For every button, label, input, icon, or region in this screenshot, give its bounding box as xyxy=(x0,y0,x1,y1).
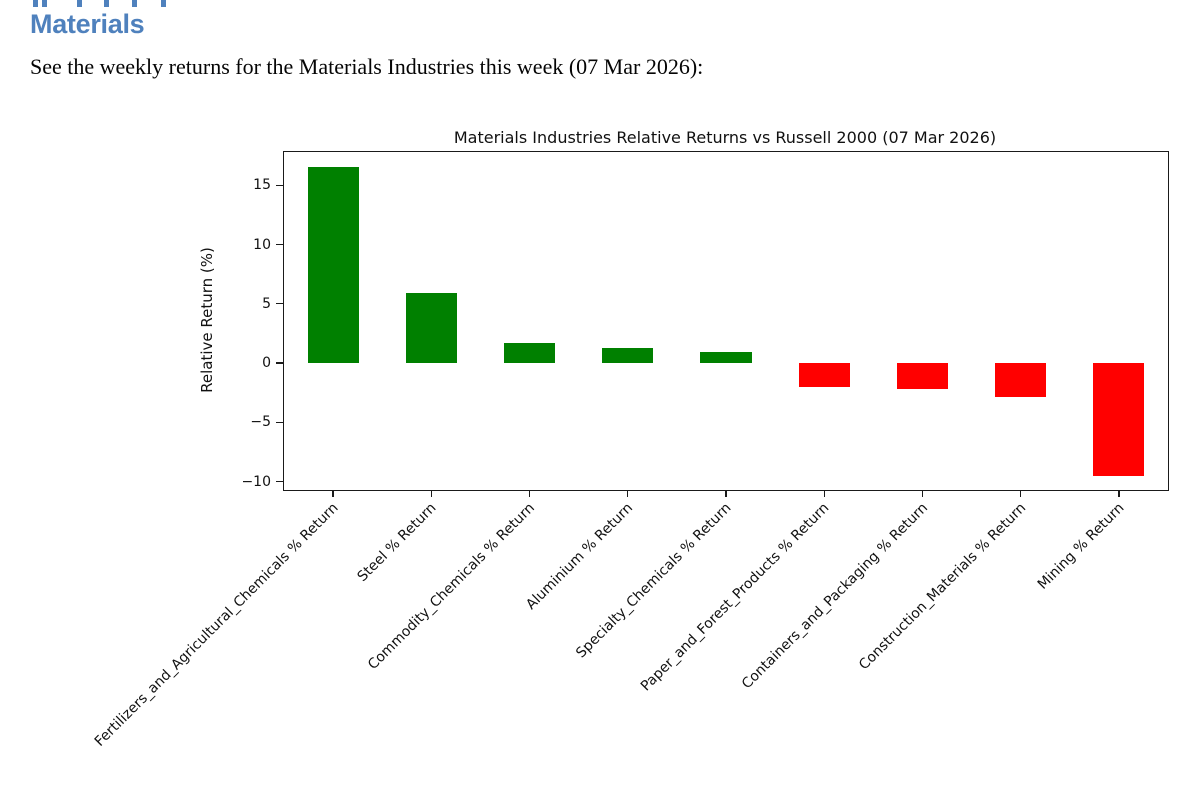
x-tick-mark xyxy=(627,490,629,497)
x-tick-mark xyxy=(528,490,531,497)
bar xyxy=(798,363,850,387)
bar xyxy=(995,363,1047,398)
x-tick-mark xyxy=(332,490,334,497)
x-tick-label: Fertilizers_and_Agricultural_Chemicals %… xyxy=(91,500,342,750)
x-tick-label: Specialty_Chemicals % Return xyxy=(572,500,735,662)
y-tick-mark xyxy=(276,184,284,186)
x-tick-label: Containers_and_Packaging % Return xyxy=(738,500,931,693)
materials-returns-chart: Materials Industries Relative Returns vs… xyxy=(0,115,1203,803)
bar xyxy=(307,167,359,364)
bar xyxy=(504,342,556,364)
x-tick-label: Paper_and_Forest_Products % Return xyxy=(638,500,833,695)
y-tick-mark xyxy=(276,303,284,305)
y-tick-label: 0 xyxy=(262,355,271,372)
x-tick-label: Mining % Return xyxy=(1034,500,1128,593)
y-axis-label: Relative Return (%) xyxy=(198,247,216,393)
x-tick-mark xyxy=(725,490,727,497)
bar xyxy=(1093,363,1145,476)
x-tick-mark xyxy=(1019,490,1022,497)
x-tick-mark xyxy=(823,490,825,497)
y-tick-label: 5 xyxy=(262,295,271,312)
y-tick-label: 10 xyxy=(253,236,271,253)
y-tick-mark xyxy=(276,243,284,246)
y-tick-mark xyxy=(276,421,284,424)
intro-text: See the weekly returns for the Materials… xyxy=(30,54,704,79)
y-tick-label: 15 xyxy=(253,177,271,194)
section-heading: Materials xyxy=(30,9,145,39)
bar xyxy=(896,363,948,390)
x-tick-mark xyxy=(1118,490,1120,497)
x-tick-label: Commodity_Chemicals % Return xyxy=(364,500,538,673)
clipped-line-fragment xyxy=(33,0,173,7)
bar xyxy=(700,352,752,364)
bar xyxy=(405,293,457,364)
x-tick-label: Aluminium % Return xyxy=(523,500,637,614)
x-tick-label: Steel % Return xyxy=(354,500,440,585)
y-tick-mark xyxy=(276,480,284,483)
x-tick-mark xyxy=(921,490,924,497)
plot-area: 15 10 5 0 −5 −10 Fertilizers_and_Agricultural_… xyxy=(92,151,1169,750)
chart-title: Materials Industries Relative Returns vs… xyxy=(453,128,997,147)
bar xyxy=(602,347,654,364)
y-tick-label: −5 xyxy=(250,414,271,431)
y-tick-mark xyxy=(276,362,284,364)
x-tick-mark xyxy=(430,490,433,497)
x-tick-label: Construction_Materials % Return xyxy=(855,500,1029,674)
y-tick-label: −10 xyxy=(241,473,271,490)
